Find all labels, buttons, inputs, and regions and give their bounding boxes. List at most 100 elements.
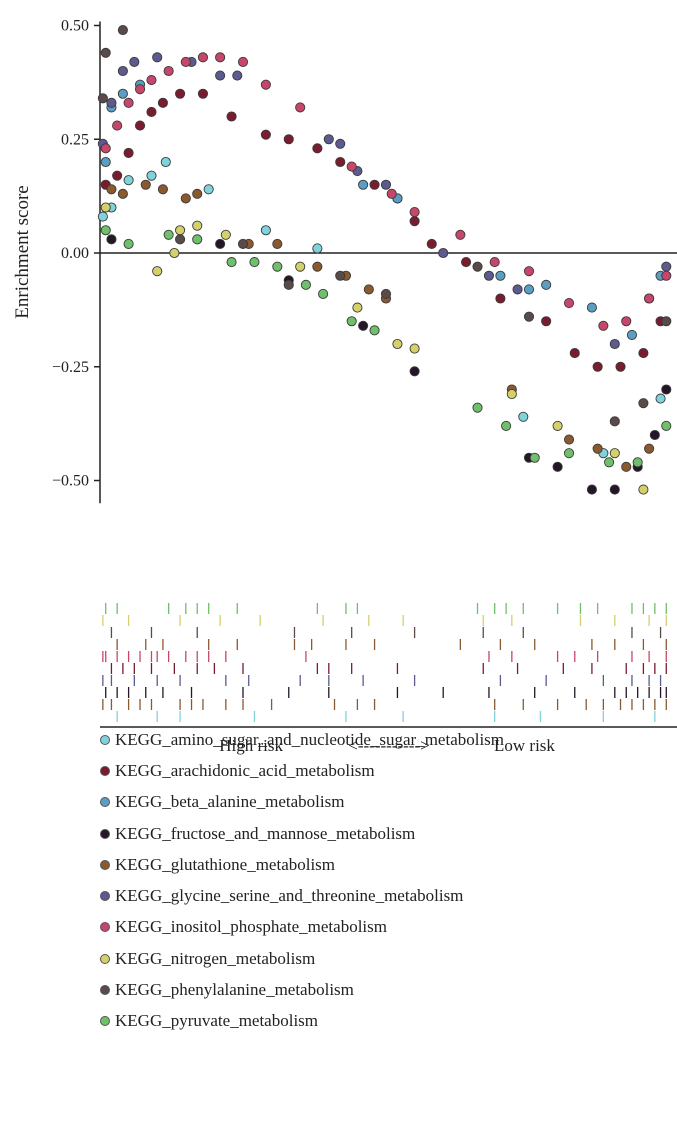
data-point	[638, 484, 649, 495]
data-point	[483, 270, 495, 281]
y-tick-label: −0.25	[52, 359, 89, 376]
data-point	[129, 56, 140, 67]
data-point	[123, 175, 134, 186]
data-point	[586, 484, 597, 495]
legend-item: KEGG_arachidonic_acid_metabolism	[100, 755, 504, 786]
data-point	[295, 261, 306, 272]
data-point	[495, 270, 506, 281]
data-point	[541, 316, 552, 327]
data-point	[312, 261, 323, 272]
data-point	[163, 229, 174, 240]
legend-label: KEGG_pyruvate_metabolism	[115, 1011, 319, 1031]
data-point	[386, 188, 397, 199]
data-point	[220, 229, 231, 240]
data-point	[523, 284, 535, 295]
data-point	[409, 206, 420, 218]
data-point	[112, 170, 123, 181]
legend-label: KEGG_amino_sugar_and_nucleotide_sugar_me…	[115, 729, 505, 749]
data-point	[358, 179, 369, 190]
data-point	[649, 429, 660, 441]
x-label-right: Low risk	[494, 736, 555, 755]
data-point	[592, 361, 603, 372]
data-point	[295, 102, 306, 113]
legend-marker	[100, 985, 110, 996]
data-point	[134, 84, 146, 95]
data-point	[100, 156, 111, 168]
legend-item: KEGG_amino_sugar_and_nucleotide_sugar_me…	[100, 724, 504, 755]
data-point	[237, 238, 249, 249]
data-point	[363, 284, 374, 295]
data-point	[655, 393, 666, 404]
data-point	[563, 297, 575, 309]
data-point	[501, 420, 512, 431]
data-point	[152, 52, 163, 63]
data-point	[215, 238, 226, 249]
data-point	[563, 434, 575, 445]
data-point	[529, 452, 540, 463]
y-tick-label: 0.00	[61, 245, 89, 262]
data-point	[226, 257, 237, 268]
data-point	[237, 56, 249, 67]
y-axis-label: Enrichment score	[12, 185, 33, 318]
data-point	[409, 343, 420, 354]
legend-marker	[100, 1016, 110, 1027]
data-point	[283, 279, 294, 290]
data-point	[609, 338, 620, 350]
data-point	[260, 79, 271, 90]
data-point	[438, 247, 449, 259]
y-tick-label: 0.25	[61, 131, 89, 148]
data-point	[100, 143, 111, 154]
legend-label: KEGG_glutathione_metabolism	[115, 854, 336, 874]
data-point	[426, 238, 437, 249]
data-point	[312, 143, 323, 154]
data-point	[609, 484, 620, 495]
x-axis-label: High risk <-----------> Low risk	[219, 736, 555, 755]
legend-marker	[100, 828, 110, 839]
legend-label: KEGG_phenylalanine_metabolism	[115, 980, 354, 1000]
data-point	[661, 420, 672, 431]
data-point	[461, 257, 472, 268]
legend-item: KEGG_glutathione_metabolism	[100, 849, 504, 880]
legend: KEGG_amino_sugar_and_nucleotide_sugar_me…	[100, 724, 504, 1037]
data-point	[180, 193, 191, 204]
data-point	[197, 52, 209, 63]
data-point	[117, 65, 128, 77]
data-point	[175, 88, 186, 99]
data-point	[106, 97, 117, 108]
legend-item: KEGG_fructose_and_mannose_metabolism	[100, 818, 504, 849]
data-point	[609, 448, 620, 459]
legend-marker	[100, 953, 110, 964]
legend-item: KEGG_inositol_phosphate_metabolism	[100, 912, 504, 943]
data-point	[563, 448, 575, 459]
legend-marker	[100, 797, 110, 808]
legend-label: KEGG_beta_alanine_metabolism	[115, 792, 345, 812]
data-point	[97, 211, 108, 222]
x-label-arrow: <----------->	[348, 736, 429, 755]
data-point	[592, 443, 603, 454]
data-point	[621, 316, 632, 327]
data-point	[140, 179, 151, 190]
data-point	[609, 416, 620, 427]
data-point	[97, 93, 108, 104]
data-point	[117, 88, 128, 99]
data-point	[180, 56, 191, 67]
data-point	[489, 257, 500, 268]
data-point	[192, 220, 203, 231]
data-point	[260, 225, 271, 236]
data-point	[495, 293, 506, 304]
scatter-points	[97, 24, 672, 495]
data-point	[100, 202, 111, 213]
data-point	[197, 88, 209, 99]
data-point	[272, 238, 283, 249]
y-tick-label: 0.50	[61, 18, 89, 35]
legend-item: KEGG_nitrogen_metabolism	[100, 943, 504, 974]
legend-marker	[100, 859, 110, 870]
data-point	[175, 234, 186, 245]
data-point	[335, 138, 346, 149]
legend-marker	[100, 765, 110, 776]
data-point	[300, 279, 311, 290]
legend-item: KEGG_pyruvate_metabolism	[100, 1006, 504, 1037]
data-point	[169, 247, 180, 259]
data-point	[472, 261, 483, 272]
data-point	[272, 261, 283, 272]
